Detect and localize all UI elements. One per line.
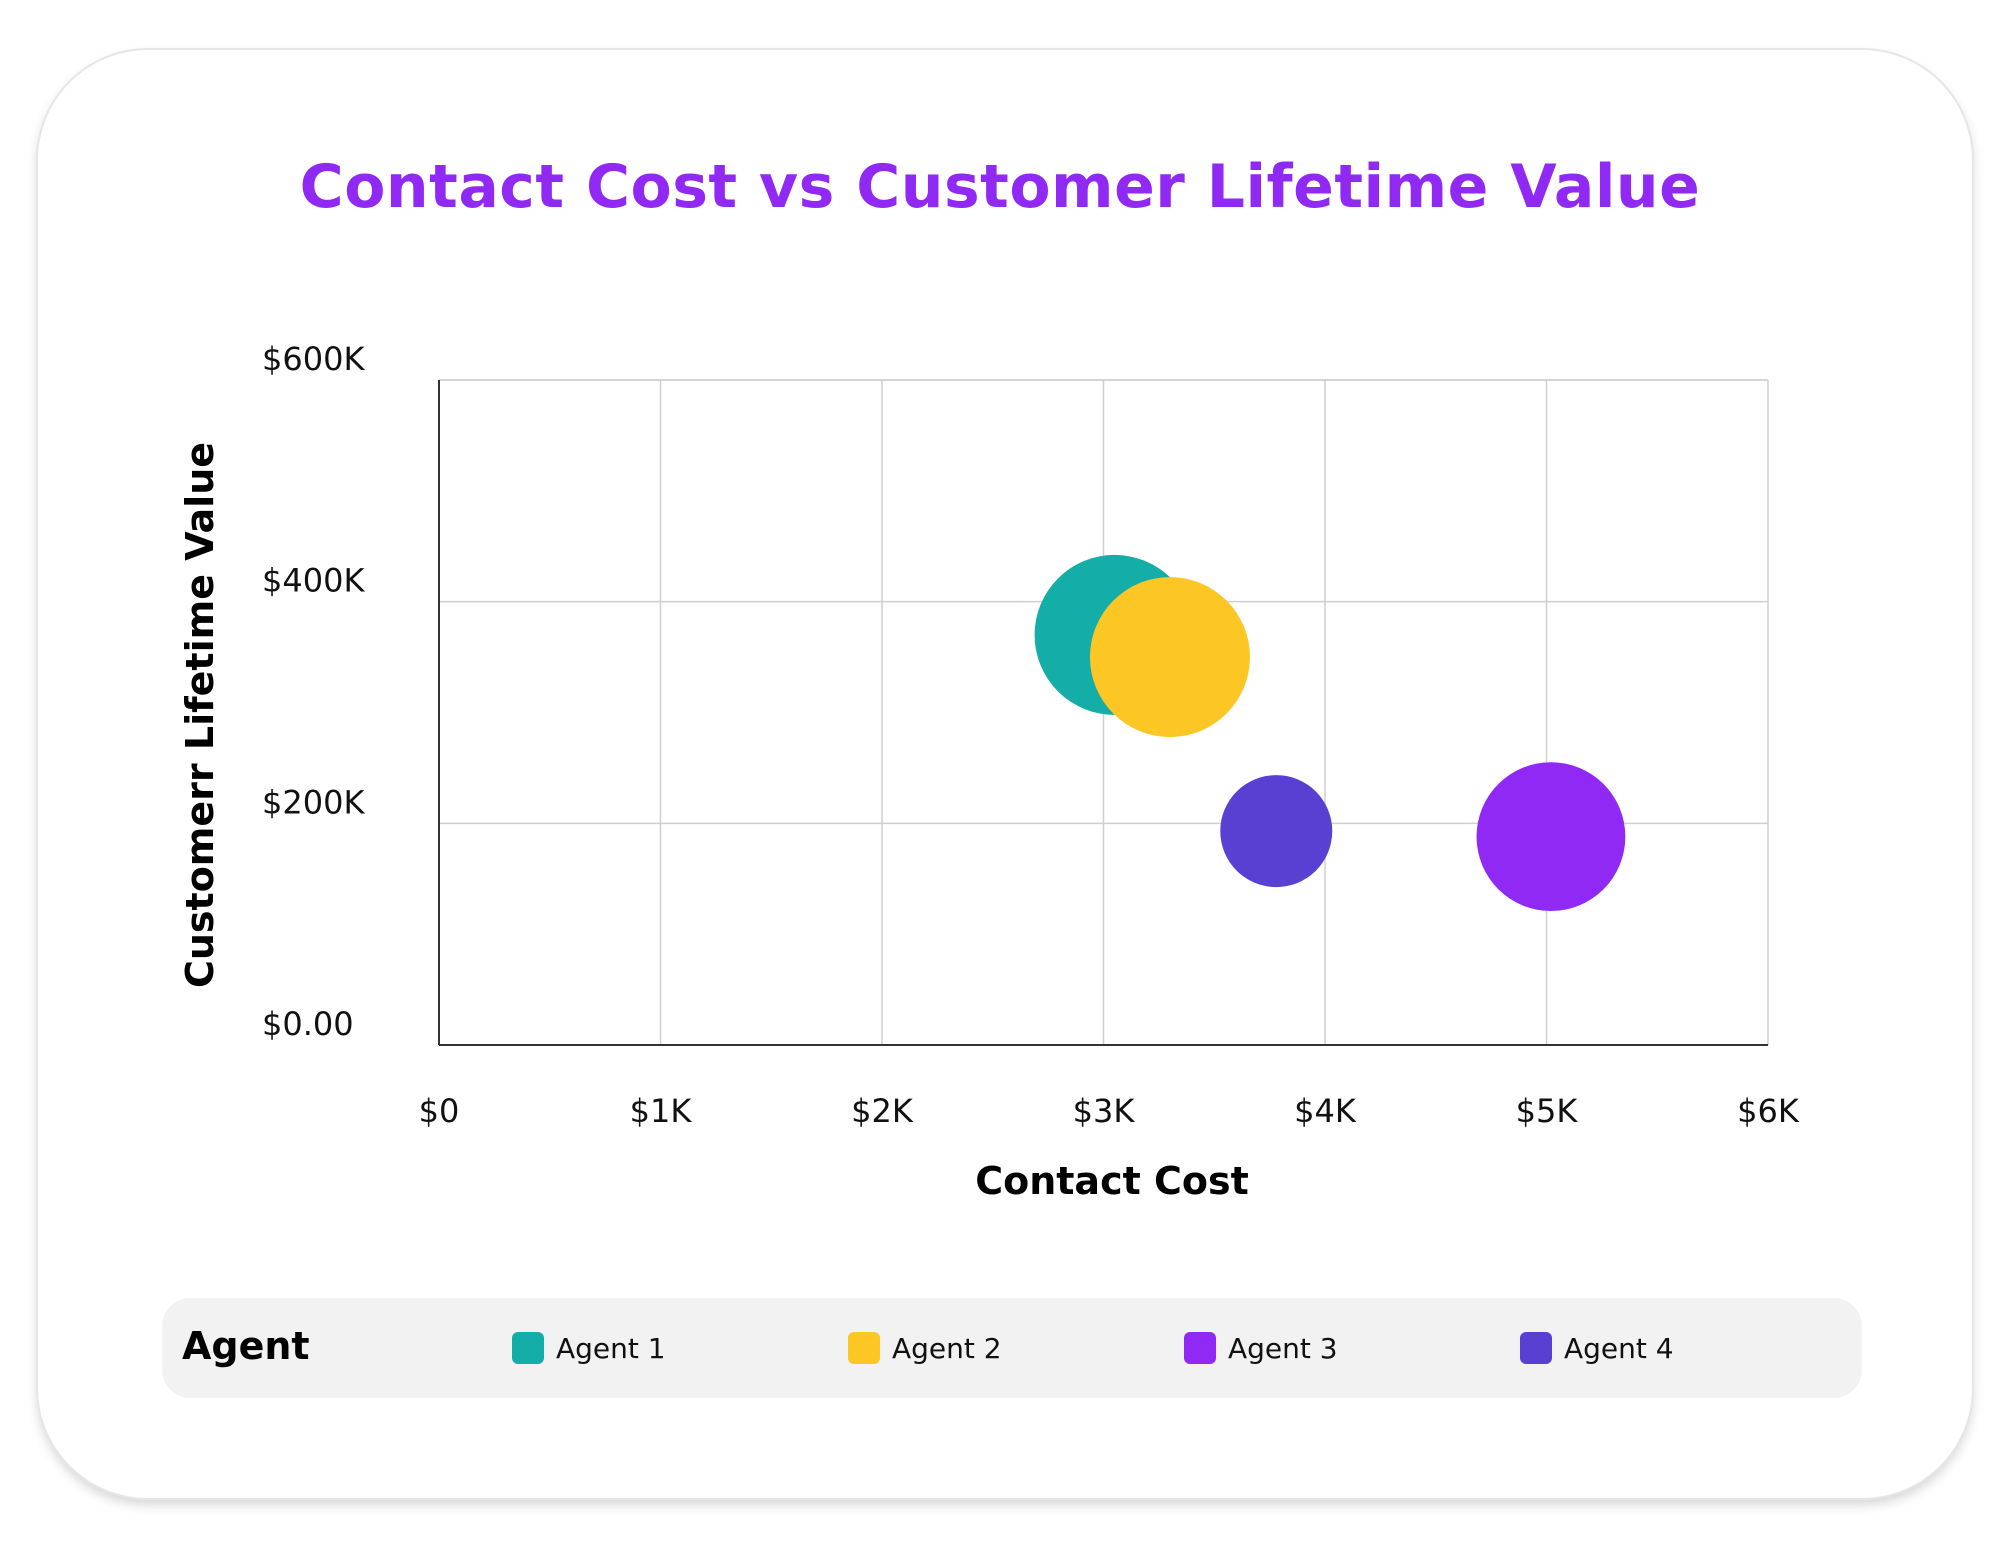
x-axis-label: Contact Cost [975,1159,1249,1203]
legend-swatch [848,1332,880,1364]
x-tick-label: $1K [630,1092,693,1130]
bubble-agent-3 [1476,762,1626,912]
x-tick-label: $2K [851,1092,914,1130]
x-tick-labels: $0 $1K $2K $3K $4K $5K $6K [419,1092,1800,1130]
x-tick-label: $5K [1516,1092,1579,1130]
y-axis-label: Customerr Lifetime Value [178,442,222,988]
x-tick-label: $3K [1073,1092,1136,1130]
y-tick-labels: $0.00 $200K $400K $600K [262,340,365,1043]
bubbles [1034,554,1626,912]
x-tick-label: $6K [1737,1092,1800,1130]
bubble-agent-4 [1220,775,1333,888]
legend-label: Agent 2 [892,1331,1002,1365]
legend-item-agent-1[interactable]: Agent 1 [512,1330,666,1366]
x-tick-label: $4K [1294,1092,1357,1130]
chart-title: Contact Cost vs Customer Lifetime Value [299,152,1701,222]
legend: Agent Agent 1 Agent 2 Agent 3 Agent 4 [162,1298,1862,1398]
legend-label: Agent 3 [1228,1331,1338,1365]
legend-swatch [512,1332,544,1364]
legend-title: Agent [182,1324,310,1368]
legend-label: Agent 1 [556,1331,666,1365]
x-tick-label: $0 [419,1092,460,1130]
chart-card [38,50,1972,1498]
y-tick-label: $200K [262,783,365,821]
y-tick-label: $0.00 [262,1005,354,1043]
legend-swatch [1520,1332,1552,1364]
y-tick-label: $600K [262,340,365,378]
legend-label: Agent 4 [1564,1331,1674,1365]
y-tick-label: $400K [262,562,365,600]
legend-item-agent-2[interactable]: Agent 2 [848,1330,1002,1366]
legend-item-agent-4[interactable]: Agent 4 [1520,1330,1674,1366]
legend-item-agent-3[interactable]: Agent 3 [1184,1330,1338,1366]
legend-swatch [1184,1332,1216,1364]
bubble-agent-2 [1089,577,1250,738]
axes [438,380,1768,1046]
